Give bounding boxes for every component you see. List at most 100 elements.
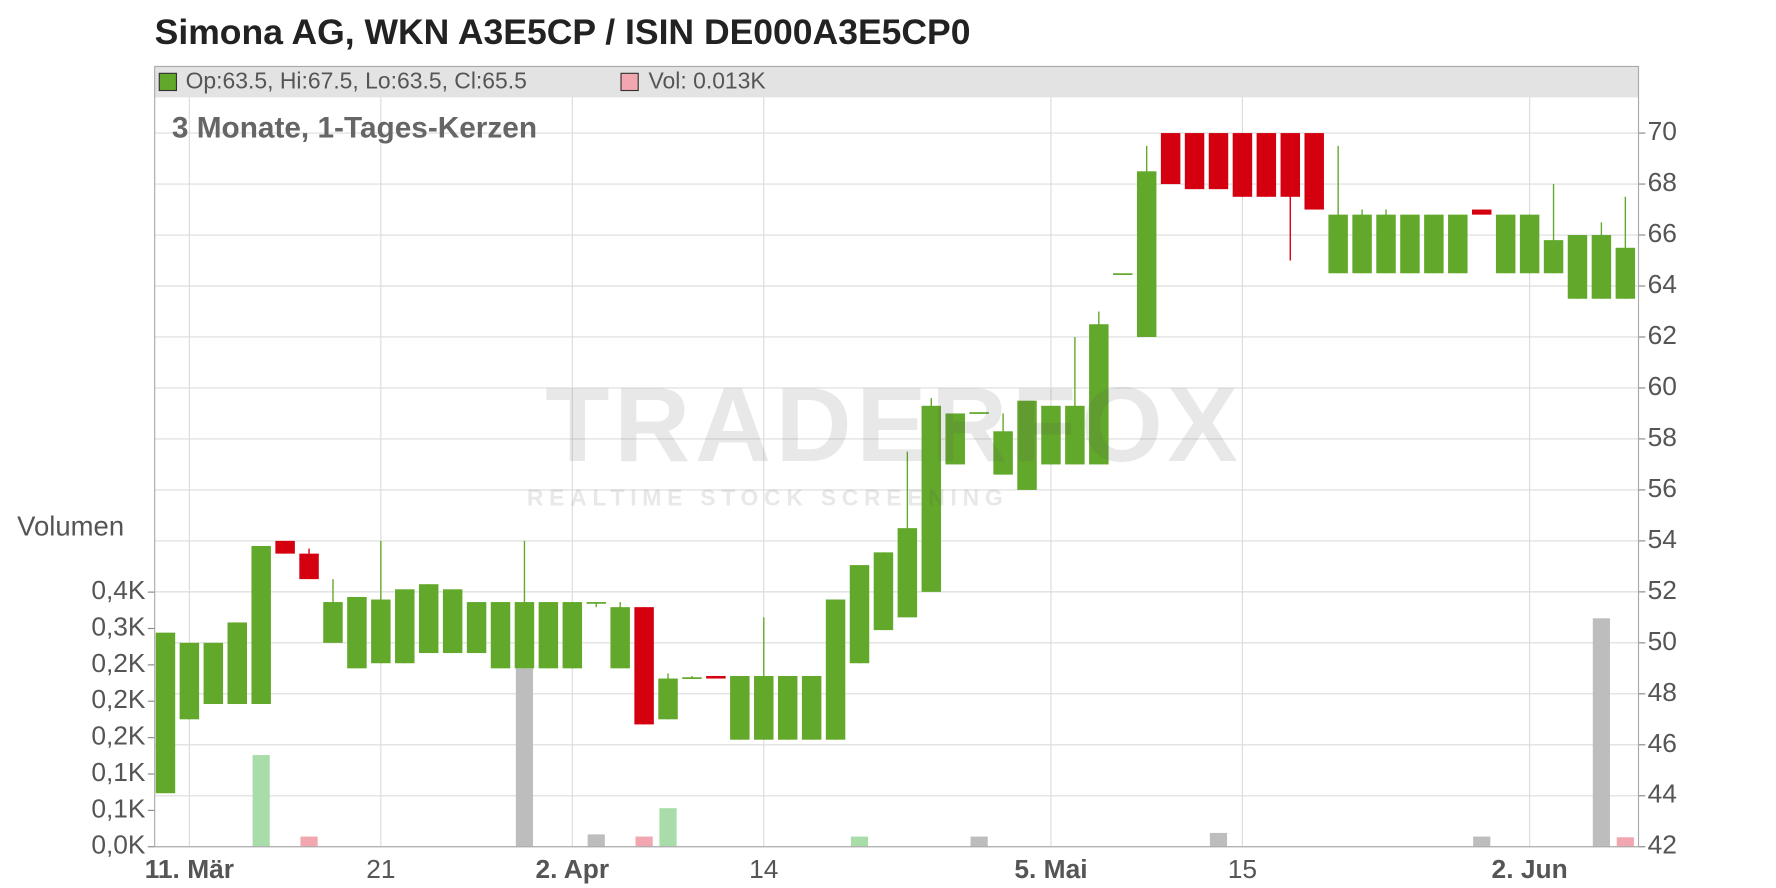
y-tick-label: 54 <box>1648 524 1677 554</box>
volume-bar <box>587 834 605 847</box>
y-tick-label: 64 <box>1648 269 1677 299</box>
x-tick-label: 5. Mai <box>1014 854 1087 884</box>
candle-body <box>1591 235 1612 299</box>
volume-bar <box>515 668 534 847</box>
legend-swatch <box>620 72 639 92</box>
candle-body <box>1089 324 1109 465</box>
candle-body <box>945 413 965 465</box>
candle-body <box>514 602 535 669</box>
candle-body <box>538 602 559 669</box>
candle-body <box>275 540 295 554</box>
candle-body <box>1041 405 1061 465</box>
candle-body <box>897 528 918 618</box>
chart-title: Simona AG, WKN A3E5CP / ISIN DE000A3E5CP… <box>155 12 971 52</box>
candle-body <box>610 607 630 669</box>
candle-body <box>1424 214 1444 274</box>
volume-bar <box>659 808 677 847</box>
volume-tick-label: 0,3K <box>91 611 146 641</box>
candle-body <box>1184 133 1205 190</box>
candle-body <box>323 602 343 643</box>
volume-tick-label: 0,0K <box>91 830 146 860</box>
candle-body <box>562 602 583 669</box>
y-tick-label: 42 <box>1648 830 1677 860</box>
candle-body <box>1519 214 1540 274</box>
candle-body <box>993 431 1013 475</box>
candle-body <box>730 675 750 740</box>
candle-body <box>682 677 702 679</box>
candle-body <box>1615 247 1636 299</box>
candle-body <box>490 602 511 669</box>
candle-body <box>706 675 726 679</box>
candle-body <box>969 412 989 414</box>
volume-tick-label: 0,1K <box>91 793 146 823</box>
candle-body <box>1543 240 1564 274</box>
x-tick-label: 2. Jun <box>1492 854 1568 884</box>
x-tick-label: 2. Apr <box>535 854 609 884</box>
x-tick-label: 15 <box>1228 854 1257 884</box>
y-tick-label: 52 <box>1648 575 1677 605</box>
volume-bar <box>1616 837 1634 847</box>
y-tick-label: 48 <box>1648 677 1677 707</box>
candle-body <box>825 599 846 740</box>
volume-tick-label: 0,1K <box>91 757 146 787</box>
volume-tick-label: 0,2K <box>91 721 146 751</box>
candle-body <box>921 405 942 592</box>
volume-bar <box>850 836 869 847</box>
y-tick-label: 60 <box>1648 371 1677 401</box>
candle-body <box>1376 214 1396 274</box>
chart-subtitle: 3 Monate, 1-Tages-Kerzen <box>172 111 537 144</box>
legend-volume: Vol: 0.013K <box>649 68 767 94</box>
candle-body <box>1136 171 1157 337</box>
candle-body <box>873 552 894 631</box>
candle-body <box>371 599 391 664</box>
candle-body <box>586 602 606 604</box>
candle-body <box>634 607 654 725</box>
volume-bar <box>1473 836 1491 847</box>
candle-body <box>849 565 870 664</box>
candle-body <box>1400 214 1420 274</box>
y-tick-label: 50 <box>1648 626 1677 656</box>
candle-body <box>1328 214 1348 274</box>
watermark: TRADERFOX REALTIME STOCK SCREENING <box>527 367 1242 511</box>
candle-body <box>203 642 224 705</box>
x-tick-label: 21 <box>366 854 395 884</box>
candle-body <box>227 622 247 705</box>
volume-bar <box>252 755 270 847</box>
y-tick-label: 56 <box>1648 473 1677 503</box>
candle-body <box>1017 400 1037 490</box>
candle-body <box>1065 405 1085 465</box>
plot-frame <box>154 65 1640 848</box>
y-tick-label: 70 <box>1648 116 1677 146</box>
candle-body <box>251 545 271 705</box>
volume-bar <box>635 836 653 847</box>
candle-body <box>1232 133 1253 197</box>
y-tick-label: 68 <box>1648 167 1677 197</box>
candle-body <box>442 589 463 654</box>
volume-axis-label: Volumen <box>17 510 124 541</box>
candle-body <box>1113 273 1133 275</box>
candle-body <box>418 584 439 654</box>
candle-body <box>777 675 798 740</box>
candle-body <box>754 675 774 740</box>
candle-body <box>1160 133 1181 185</box>
candle-body <box>1495 214 1516 274</box>
legend-bar <box>154 66 1639 98</box>
volume-tick-label: 0,2K <box>91 684 146 714</box>
volume-tick-label: 0,4K <box>91 575 146 605</box>
candle-body <box>179 642 200 720</box>
volume-bar <box>970 836 988 847</box>
watermark-brand: TRADERFOX <box>545 367 1242 484</box>
candle-body <box>1567 235 1588 299</box>
legend-price: Op:63.5, Hi:67.5, Lo:63.5, Cl:65.5 <box>186 68 527 94</box>
candle-body <box>1304 133 1324 210</box>
y-tick-label: 66 <box>1648 218 1677 248</box>
candle-body <box>1280 133 1301 197</box>
y-tick-label: 58 <box>1648 422 1677 452</box>
candle-body <box>466 602 487 654</box>
candle-body <box>1448 214 1468 274</box>
candle-body <box>801 675 822 740</box>
candle-body <box>155 632 176 794</box>
candle-body <box>395 589 415 664</box>
